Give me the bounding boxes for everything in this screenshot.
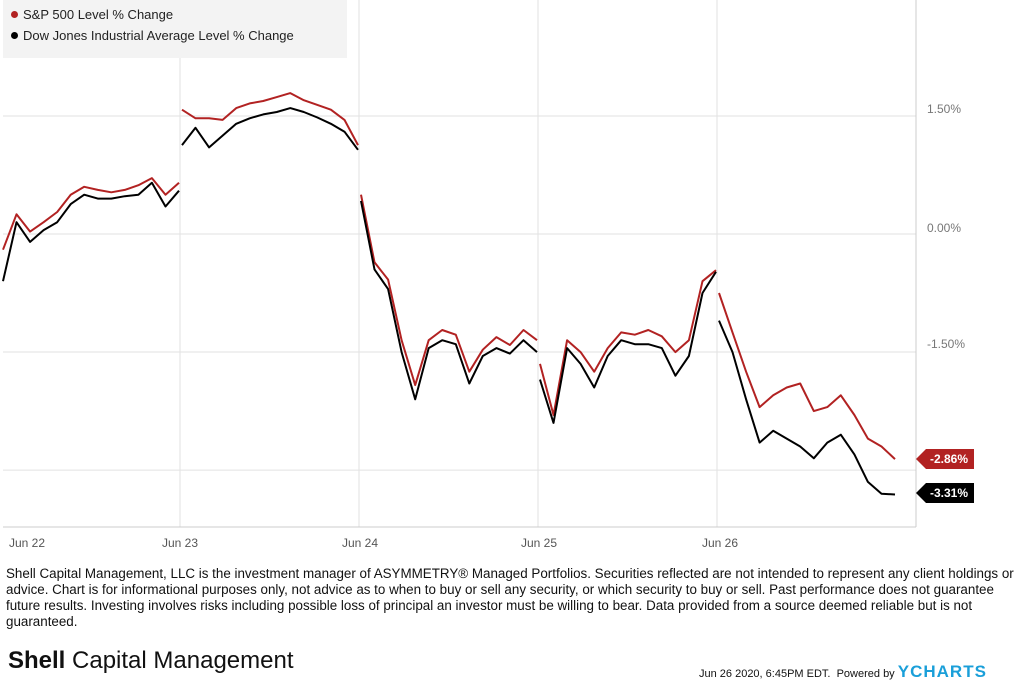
timestamp-attribution: Jun 26 2020, 6:45PM EDT. Powered by YCHA… (699, 662, 987, 682)
sp500-line-jun-23 (181, 92, 359, 146)
sp500-line-jun-22 (2, 177, 180, 251)
y-tick-label: -1.50% (927, 337, 966, 351)
x-tick-label: Jun 25 (521, 536, 558, 550)
y-tick-label: 1.50% (927, 102, 962, 116)
legend-label: S&P 500 Level % Change (23, 7, 174, 22)
x-tick-label: Jun 22 (9, 536, 46, 550)
sp500-line-jun-24 (360, 194, 538, 387)
legend: S&P 500 Level % Change Dow Jones Industr… (3, 0, 347, 58)
dow-line-jun-25 (539, 271, 717, 424)
logo-rest: Capital Management (65, 647, 294, 674)
red-dot-icon (11, 11, 18, 18)
x-tick-label: Jun 24 (342, 536, 379, 550)
dow-line-jun-26 (718, 320, 896, 496)
sp500-last-value-flag: -2.86% (915, 449, 975, 469)
x-tick-label: Jun 26 (702, 536, 739, 550)
dow-line-jun-24 (360, 200, 538, 401)
powered-by: Powered by (836, 668, 895, 680)
dow-last-value: -3.31% (930, 486, 969, 500)
dow-last-value-flag: -3.31% (915, 483, 975, 503)
sp500-line-jun-26 (718, 292, 896, 460)
line-chart (2, 0, 917, 528)
legend-item-dow[interactable]: Dow Jones Industrial Average Level % Cha… (11, 28, 294, 43)
legend-item-sp500[interactable]: S&P 500 Level % Change (11, 7, 173, 22)
y-tick-label: 0.00% (927, 221, 962, 235)
timestamp: Jun 26 2020, 6:45PM EDT. (699, 668, 831, 680)
dow-line-jun-22 (2, 181, 180, 282)
shell-capital-logo: Shell Capital Management (8, 647, 294, 675)
ycharts-logo[interactable]: YCHARTS (897, 662, 987, 681)
sp500-line-jun-25 (539, 269, 717, 416)
logo-bold: Shell (8, 647, 66, 674)
dow-line-jun-23 (181, 107, 359, 151)
x-tick-label: Jun 23 (162, 536, 199, 550)
disclaimer: Shell Capital Management, LLC is the inv… (6, 566, 1014, 629)
sp500-last-value: -2.86% (930, 452, 969, 466)
legend-label: Dow Jones Industrial Average Level % Cha… (23, 28, 294, 43)
black-dot-icon (11, 32, 18, 39)
